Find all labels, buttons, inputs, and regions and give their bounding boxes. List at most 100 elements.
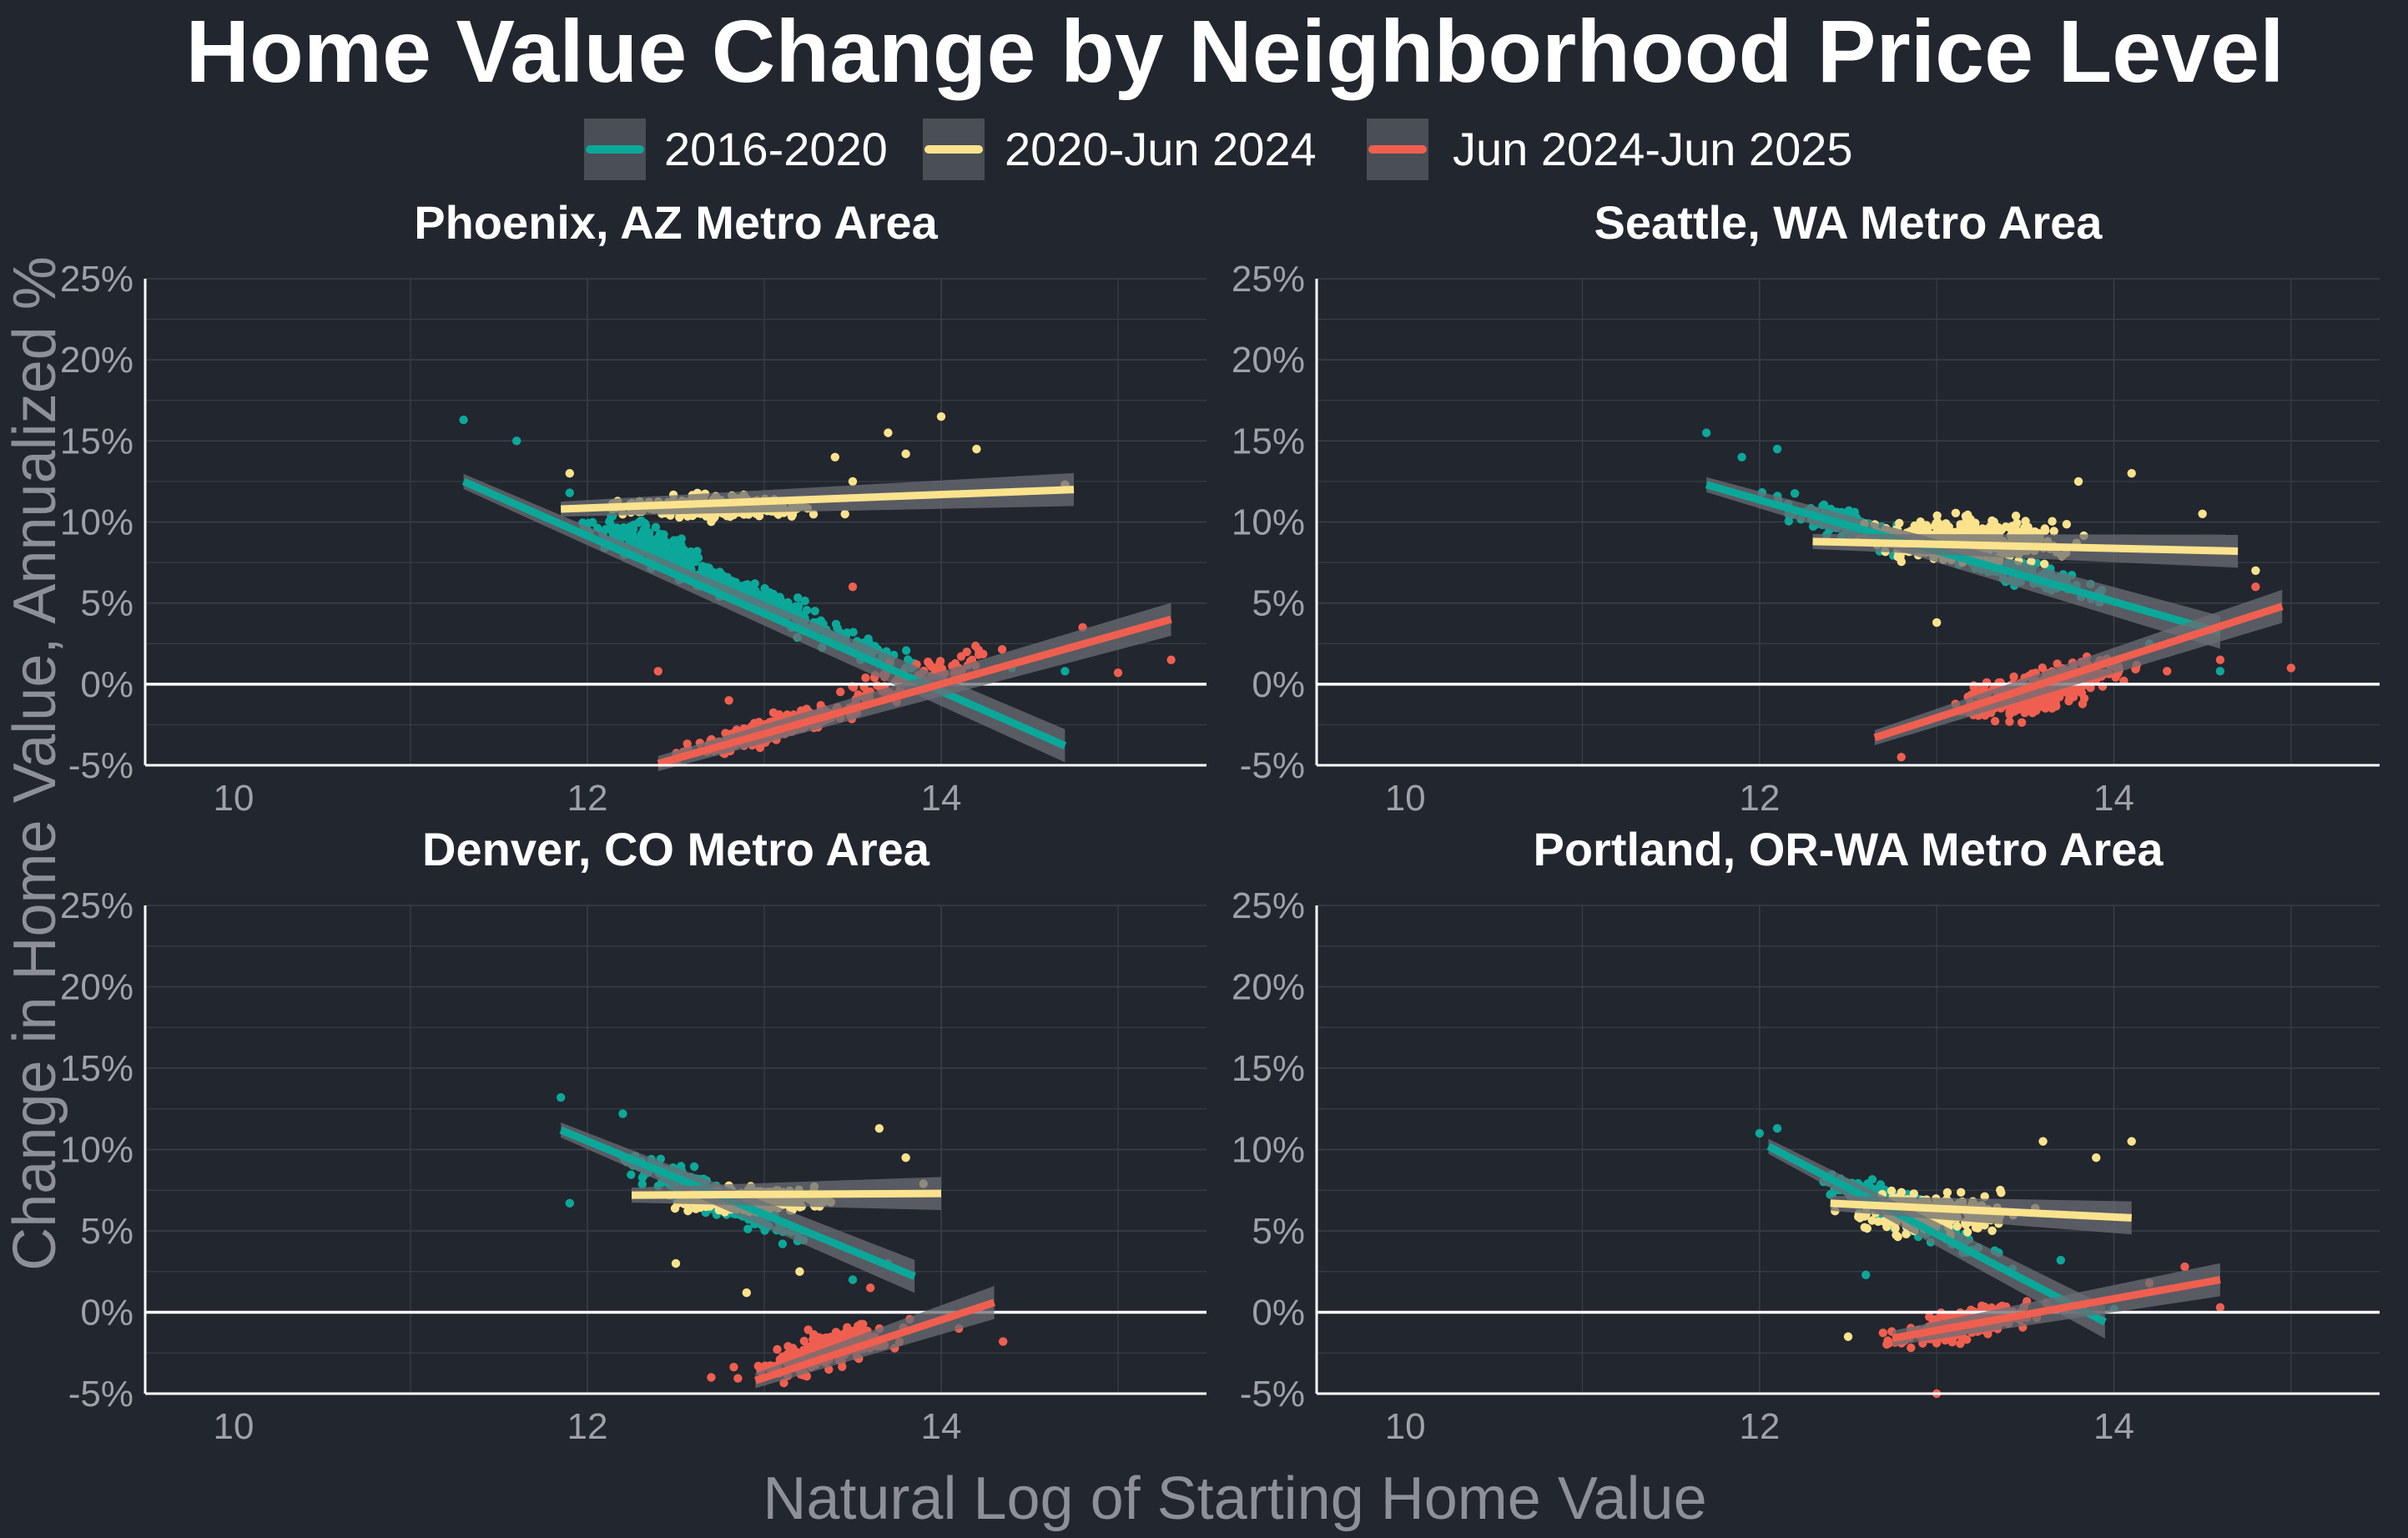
data-point (1166, 655, 1176, 664)
data-point (802, 606, 812, 615)
data-point (565, 469, 574, 478)
x-tick-label: 14 (921, 778, 962, 819)
data-point (793, 593, 803, 603)
y-tick-label: 0% (80, 1293, 133, 1334)
data-point (1965, 527, 1974, 537)
data-point (1922, 526, 1931, 535)
y-tick-label: 20% (1232, 340, 1305, 381)
data-point (1772, 1123, 1782, 1133)
data-point (1701, 428, 1711, 437)
x-tick-label: 12 (1739, 1406, 1780, 1447)
data-point (2005, 717, 2014, 726)
data-point (683, 1206, 693, 1216)
data-point (1907, 1343, 1916, 1353)
facet-title: Phoenix, AZ Metro Area (414, 196, 938, 249)
data-point (1895, 518, 1904, 528)
x-tick-label: 10 (214, 1406, 254, 1447)
data-point (2251, 566, 2260, 575)
y-tick-label: 20% (1232, 967, 1305, 1008)
data-point (1977, 524, 1987, 533)
data-point (2017, 718, 2027, 727)
x-tick-label: 14 (921, 1406, 962, 1447)
legend: 2016-2020 2020-Jun 2024 Jun 2024-Jun 202… (584, 119, 1853, 180)
data-point (788, 510, 798, 519)
x-tick-label: 14 (2093, 778, 2134, 819)
data-point (2048, 694, 2058, 703)
data-point (874, 1123, 884, 1133)
y-tick-label: 10% (1232, 1130, 1305, 1171)
y-tick-label: 25% (60, 885, 133, 926)
data-point (628, 530, 637, 539)
data-point (1060, 667, 1070, 676)
data-point (843, 628, 852, 638)
legend-label-2016-2020: 2016-2020 (664, 123, 888, 175)
data-point (795, 1267, 804, 1276)
data-point (1943, 1311, 1952, 1321)
data-point (673, 542, 683, 551)
data-point (643, 529, 653, 538)
data-point (810, 607, 819, 616)
data-point (741, 584, 751, 594)
data-point (760, 1226, 769, 1235)
data-point (724, 696, 733, 705)
data-point (856, 1319, 866, 1329)
trend-line (1830, 1199, 2132, 1222)
data-point (2021, 517, 2030, 526)
data-point (1897, 753, 1906, 762)
data-point (2092, 1153, 2101, 1162)
y-tick-label: 5% (1252, 1211, 1305, 1252)
y-tick-label: -5% (68, 745, 133, 786)
data-point (924, 659, 934, 668)
data-point (2009, 672, 2018, 682)
facet-title: Denver, CO Metro Area (422, 823, 930, 875)
x-tick-label: 10 (214, 778, 254, 819)
data-point (1987, 1226, 1997, 1236)
data-point (2215, 1303, 2225, 1312)
y-tick-label: 20% (60, 340, 133, 381)
data-point (974, 650, 984, 659)
data-point (653, 542, 662, 551)
data-point (1887, 1186, 1897, 1196)
trend-line (657, 615, 1172, 768)
data-point (1113, 668, 1123, 678)
data-point (2040, 524, 2049, 533)
x-axis-label: Natural Log of Starting Home Value (763, 1465, 1706, 1532)
y-tick-label: 10% (1232, 502, 1305, 543)
data-point (677, 534, 686, 543)
data-point (1755, 1128, 1765, 1138)
data-point (698, 565, 707, 574)
data-point (729, 1363, 738, 1372)
trend-line (461, 477, 1067, 749)
data-point (1932, 518, 1941, 527)
data-point (1942, 1188, 1952, 1198)
data-point (2127, 469, 2136, 478)
y-tick-label: 15% (60, 1048, 133, 1089)
data-point (833, 623, 842, 633)
data-point (848, 477, 858, 487)
data-point (683, 561, 693, 570)
data-point (742, 1288, 751, 1298)
data-point (2286, 663, 2296, 673)
data-point (689, 1162, 699, 1172)
data-point (1737, 452, 1746, 461)
data-point (622, 526, 631, 536)
data-point (1856, 1213, 1865, 1223)
y-tick-label: 25% (1232, 259, 1305, 300)
data-point (670, 1203, 680, 1213)
data-point (651, 522, 661, 532)
data-point (768, 708, 778, 718)
y-axis-label: Change in Home Value, Annualized % (2, 256, 68, 1270)
data-point (718, 571, 728, 580)
data-point (901, 1153, 910, 1162)
data-point (864, 634, 873, 643)
data-point (1878, 1329, 1887, 1338)
data-point (2049, 527, 2058, 536)
data-point (743, 1224, 753, 1233)
x-tick-label: 14 (2093, 1406, 2134, 1447)
data-point (638, 536, 648, 546)
data-point (659, 550, 668, 559)
data-point (836, 687, 845, 697)
data-point (2062, 520, 2072, 529)
data-point (2038, 1137, 2048, 1146)
data-point (848, 1275, 858, 1284)
